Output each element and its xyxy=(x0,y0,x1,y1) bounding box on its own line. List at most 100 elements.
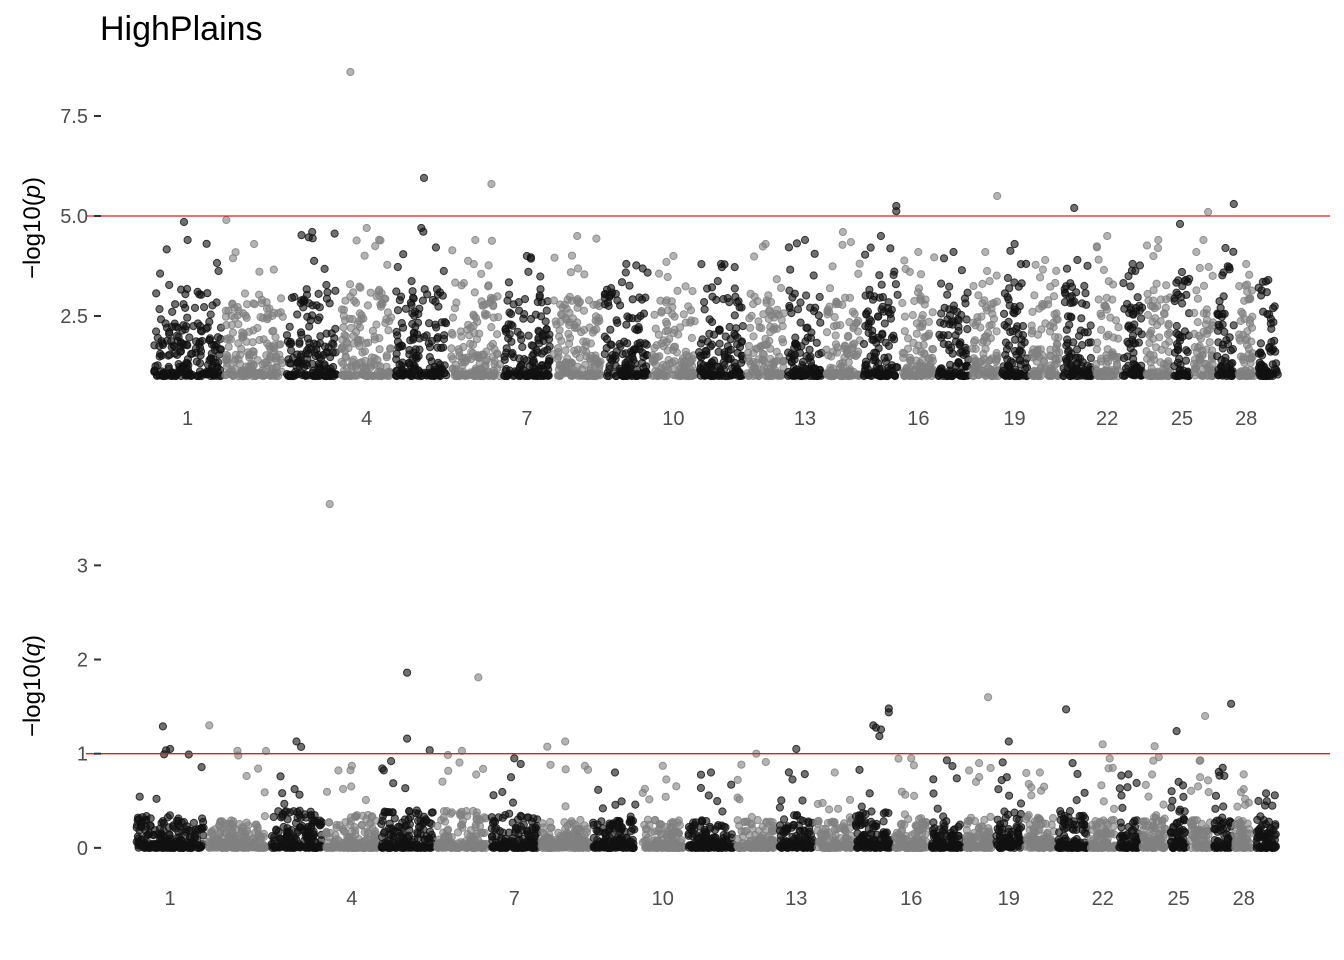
snp-point xyxy=(1257,351,1267,360)
snp-point xyxy=(1104,277,1113,286)
snp-point xyxy=(843,332,853,342)
snp-point xyxy=(794,371,803,380)
snp-point xyxy=(928,344,937,354)
snp-point xyxy=(753,344,762,353)
snp-point xyxy=(908,311,917,320)
snp-point xyxy=(1217,312,1226,321)
chromosome-10-points xyxy=(638,761,688,853)
snp-point xyxy=(779,357,788,366)
snp-point xyxy=(553,344,563,353)
snp-point xyxy=(575,369,584,379)
snp-point xyxy=(476,815,485,824)
snp-point xyxy=(529,356,538,365)
snp-point xyxy=(976,323,985,332)
snp-point-peak xyxy=(347,761,356,771)
snp-point xyxy=(580,270,589,279)
snp-point xyxy=(1172,321,1181,331)
snp-point xyxy=(715,326,724,335)
snp-point xyxy=(303,334,312,343)
snp-point xyxy=(1028,307,1037,316)
snp-point xyxy=(222,370,231,379)
snp-point xyxy=(868,295,878,304)
snp-point xyxy=(392,355,401,364)
snp-point xyxy=(812,338,821,347)
snp-point xyxy=(1119,279,1128,288)
snp-point xyxy=(201,370,211,379)
snp-point xyxy=(528,823,537,832)
snp-point xyxy=(754,371,763,381)
chromosome-20-points xyxy=(1027,255,1064,381)
snp-point xyxy=(1076,354,1085,363)
snp-point xyxy=(455,809,464,818)
snp-point xyxy=(664,355,673,365)
snp-point xyxy=(1128,336,1137,345)
snp-point xyxy=(796,298,805,307)
snp-point xyxy=(1003,273,1013,283)
snp-point xyxy=(617,797,626,806)
snp-point xyxy=(1094,295,1103,304)
snp-point xyxy=(792,239,802,248)
snp-point xyxy=(198,336,207,346)
snp-point xyxy=(1205,338,1214,347)
snp-point xyxy=(427,357,436,366)
snp-point xyxy=(372,371,381,380)
snp-point xyxy=(969,337,979,347)
snp-point xyxy=(814,311,823,320)
snp-point xyxy=(957,266,967,275)
snp-point xyxy=(705,315,714,324)
snp-point-peak xyxy=(573,231,582,241)
snp-point xyxy=(592,840,601,849)
snp-point xyxy=(1031,369,1040,378)
snp-point xyxy=(356,336,365,345)
snp-point xyxy=(538,819,547,828)
snp-point-highlight xyxy=(1070,203,1079,213)
chromosome-23-points xyxy=(1118,259,1147,380)
snp-point xyxy=(786,265,795,274)
snp-point xyxy=(228,820,237,829)
snp-point xyxy=(1000,321,1009,330)
snp-point xyxy=(889,331,898,340)
snp-point xyxy=(1192,247,1201,257)
snp-point xyxy=(355,282,364,291)
snp-point xyxy=(611,351,620,360)
snp-point xyxy=(525,835,534,844)
snp-point xyxy=(276,842,285,851)
snp-point xyxy=(822,328,832,337)
snp-point xyxy=(1157,345,1166,354)
snp-point xyxy=(439,266,448,276)
snp-point xyxy=(1225,263,1234,272)
snp-point xyxy=(392,287,401,296)
snp-point xyxy=(1208,346,1217,355)
snp-point xyxy=(650,310,659,319)
snp-point-peak xyxy=(1242,259,1251,269)
snp-point-highlight xyxy=(1229,199,1238,209)
snp-point xyxy=(1226,359,1236,368)
snp-point xyxy=(473,371,482,380)
snp-point-peak xyxy=(166,744,175,754)
snp-point xyxy=(886,309,895,319)
snp-point xyxy=(902,363,912,372)
snp-point xyxy=(202,239,211,248)
snp-point xyxy=(935,330,944,339)
pvalue-y-axis-label: −log10(p) xyxy=(19,177,46,279)
snp-point xyxy=(542,306,551,315)
snp-point xyxy=(377,819,386,829)
snp-point xyxy=(436,371,445,381)
snp-point-peak xyxy=(1128,259,1137,269)
snp-point xyxy=(737,303,746,312)
snp-point xyxy=(985,321,994,330)
snp-point xyxy=(425,834,434,843)
snp-point xyxy=(375,285,384,294)
snp-point-highlight xyxy=(179,217,189,227)
snp-point xyxy=(260,358,269,367)
snp-point xyxy=(778,322,787,331)
snp-point xyxy=(347,371,356,380)
chromosome-7-points xyxy=(487,754,542,853)
snp-point xyxy=(250,300,259,309)
snp-point xyxy=(564,329,573,338)
snp-point xyxy=(503,371,512,380)
snp-point xyxy=(561,346,570,355)
snp-point xyxy=(986,356,995,365)
snp-point xyxy=(196,359,205,368)
snp-point xyxy=(900,327,909,336)
